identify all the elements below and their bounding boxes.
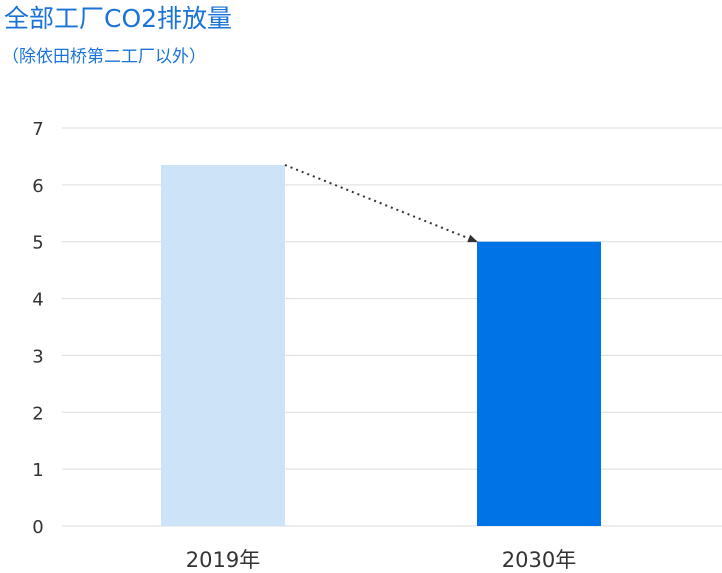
bar-2030 (477, 241, 601, 526)
y-tick-label: 0 (32, 517, 43, 538)
bars (161, 164, 601, 526)
y-tick-label: 3 (32, 346, 43, 367)
annotations (284, 164, 478, 243)
chart-title: 全部工厂CO2排放量 (4, 4, 233, 33)
y-tick-label: 7 (32, 119, 43, 140)
y-tick-label: 2 (32, 403, 43, 424)
decrease-arrow (284, 164, 478, 243)
y-tick-label: 4 (32, 290, 43, 311)
y-tick-label: 1 (32, 460, 43, 481)
chart-subtitle: （除依田桥第二工厂以外） (2, 47, 206, 67)
bar-2019 (161, 164, 285, 526)
labels: 0 1 2 3 4 5 6 7 2019年 2030年 (32, 119, 576, 572)
y-tick-label: 6 (32, 176, 43, 197)
x-category-label: 2030年 (502, 548, 576, 572)
x-category-label: 2019年 (186, 548, 260, 572)
y-tick-label: 5 (32, 233, 43, 254)
